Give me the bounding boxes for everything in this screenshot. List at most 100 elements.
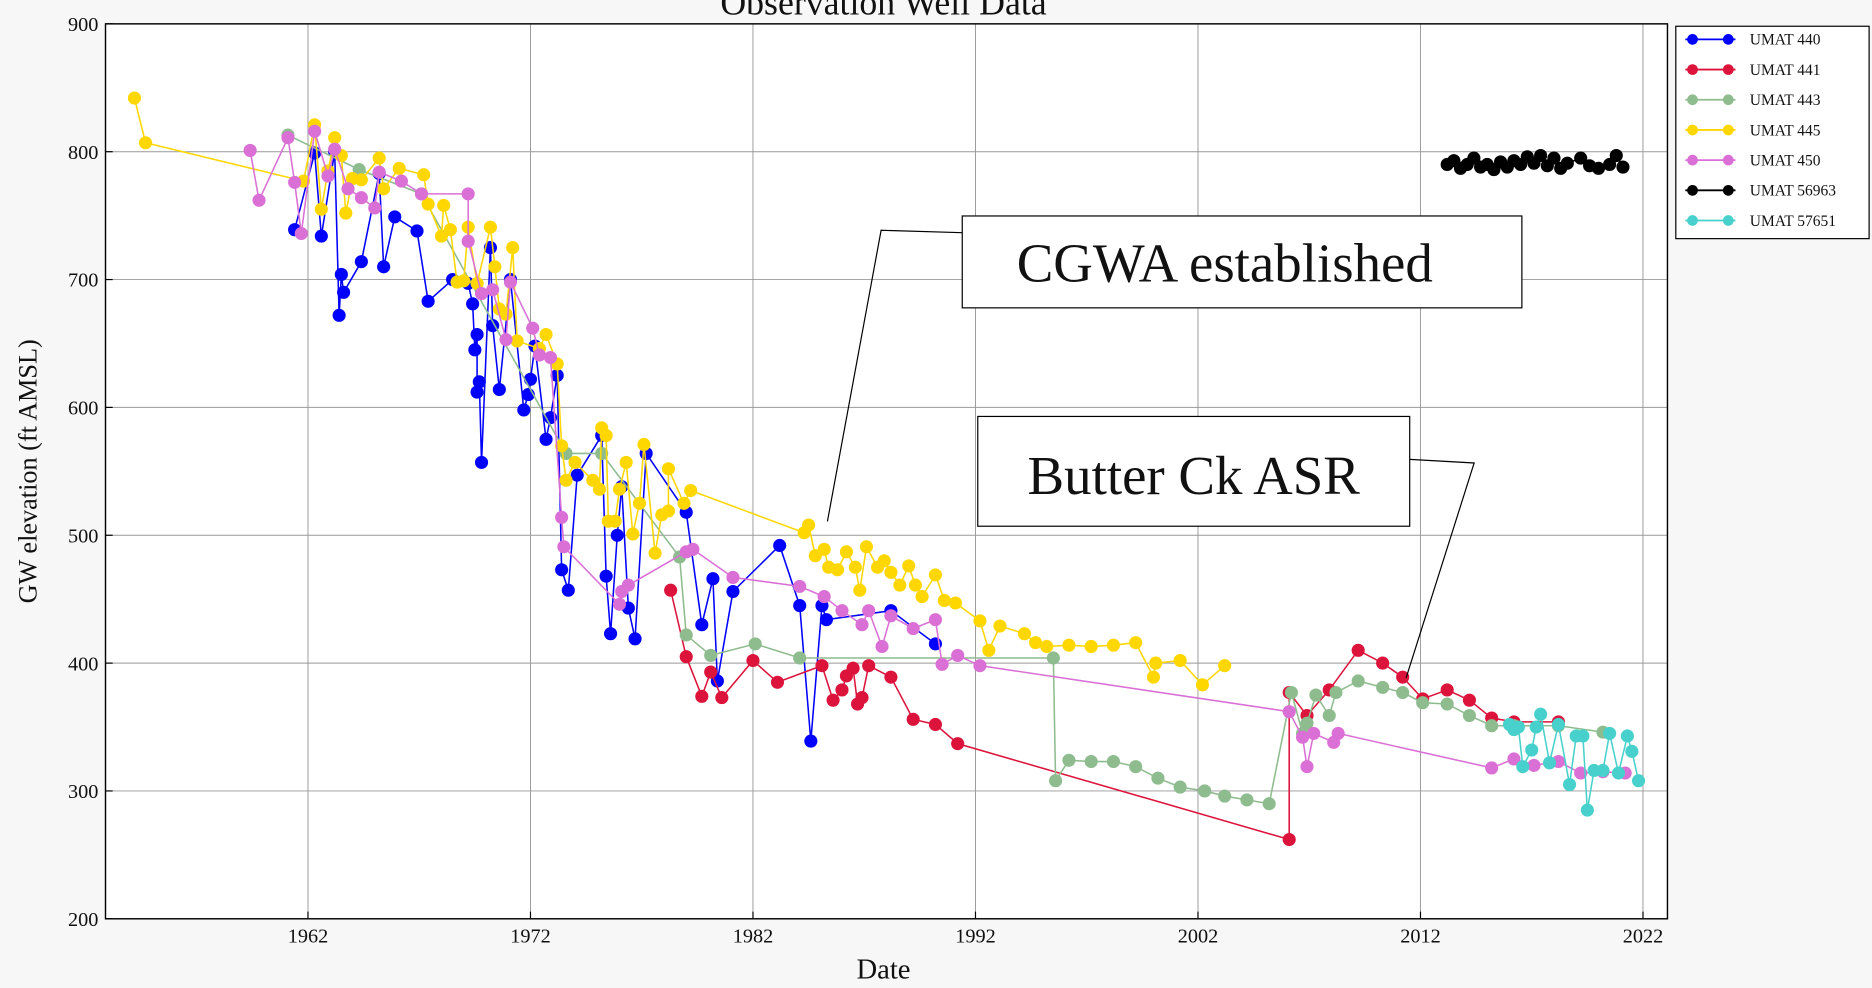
data-point bbox=[935, 657, 949, 671]
y-tick-label: 700 bbox=[68, 270, 98, 292]
legend-label: UMAT 443 bbox=[1750, 92, 1821, 109]
data-point bbox=[414, 187, 429, 201]
data-point bbox=[1062, 638, 1076, 652]
data-point bbox=[483, 220, 497, 234]
annotation-box bbox=[961, 215, 1523, 309]
legend-marker bbox=[1722, 94, 1734, 106]
data-point bbox=[1467, 151, 1481, 165]
data-point bbox=[568, 455, 582, 469]
legend-label: UMAT 440 bbox=[1750, 32, 1821, 49]
data-point bbox=[1307, 726, 1321, 740]
data-point bbox=[1282, 705, 1296, 719]
data-point bbox=[802, 518, 816, 532]
data-point bbox=[1560, 156, 1574, 170]
data-point bbox=[461, 234, 475, 248]
data-point bbox=[628, 632, 642, 646]
data-point bbox=[908, 578, 922, 592]
data-point bbox=[1625, 744, 1639, 758]
legend: UMAT 440 UMAT 441 UMAT 443 UMAT 445 UMAT 450… bbox=[1685, 32, 1836, 230]
data-point bbox=[332, 308, 346, 322]
data-point bbox=[437, 198, 451, 212]
data-point bbox=[1562, 777, 1577, 792]
legend-marker bbox=[1687, 94, 1698, 106]
data-point bbox=[1485, 719, 1499, 733]
data-point bbox=[281, 131, 295, 145]
data-point bbox=[1173, 653, 1187, 668]
y-axis-label: GW elevation (ft AMSL) bbox=[13, 339, 42, 603]
data-point bbox=[539, 327, 553, 342]
data-point bbox=[314, 229, 328, 243]
data-point bbox=[474, 455, 489, 469]
data-point bbox=[377, 182, 391, 196]
data-point bbox=[523, 372, 538, 386]
data-point bbox=[875, 639, 889, 654]
data-point bbox=[1611, 766, 1626, 780]
x-tick-label: 1972 bbox=[510, 926, 551, 948]
data-point bbox=[1574, 766, 1588, 780]
data-point bbox=[937, 593, 951, 608]
data-point bbox=[1146, 670, 1161, 684]
data-point bbox=[621, 578, 635, 592]
data-point bbox=[862, 604, 876, 618]
x-tick-label: 1962 bbox=[288, 926, 329, 948]
data-point bbox=[686, 542, 700, 556]
data-point bbox=[1462, 708, 1476, 723]
data-point bbox=[506, 241, 520, 255]
data-point bbox=[664, 583, 678, 597]
legend-label: UMAT 57651 bbox=[1750, 213, 1836, 230]
data-point bbox=[677, 496, 691, 510]
data-point bbox=[328, 142, 342, 156]
data-point bbox=[695, 618, 709, 632]
data-point bbox=[532, 348, 546, 362]
data-point bbox=[604, 627, 618, 641]
data-point bbox=[377, 260, 391, 274]
data-point bbox=[679, 628, 693, 642]
data-point bbox=[559, 473, 573, 487]
data-point bbox=[472, 375, 486, 389]
legend-marker bbox=[1687, 34, 1698, 45]
data-point bbox=[928, 568, 942, 582]
data-point bbox=[1198, 784, 1212, 798]
data-point bbox=[704, 648, 718, 662]
data-point bbox=[470, 385, 484, 399]
data-point bbox=[555, 510, 569, 524]
data-point bbox=[1542, 756, 1557, 770]
data-point bbox=[1129, 636, 1143, 650]
data-point bbox=[388, 210, 402, 224]
marks bbox=[127, 91, 1646, 847]
data-point bbox=[1329, 685, 1343, 700]
data-point bbox=[906, 622, 920, 636]
data-point bbox=[510, 334, 524, 348]
data-point bbox=[1534, 707, 1548, 721]
data-point bbox=[1282, 832, 1296, 847]
data-point bbox=[555, 563, 569, 577]
data-point bbox=[715, 691, 729, 705]
data-point bbox=[648, 546, 662, 560]
data-point bbox=[906, 712, 920, 726]
data-point bbox=[1106, 754, 1120, 769]
data-point bbox=[884, 670, 898, 684]
y-tick-label: 500 bbox=[68, 525, 98, 547]
data-point bbox=[1300, 760, 1314, 774]
legend-marker bbox=[1687, 64, 1698, 75]
data-point bbox=[1534, 148, 1548, 163]
chart-title: Observation Well Data bbox=[720, 0, 1046, 22]
data-point bbox=[684, 483, 698, 498]
x-tick-label: 1992 bbox=[955, 926, 996, 948]
data-point bbox=[138, 136, 153, 150]
data-point bbox=[352, 163, 366, 177]
data-point bbox=[368, 201, 382, 215]
data-point bbox=[1527, 758, 1541, 772]
legend-marker bbox=[1722, 34, 1734, 45]
data-point bbox=[1516, 760, 1530, 774]
legend-marker bbox=[1722, 124, 1734, 136]
y-tick-label: 400 bbox=[68, 653, 98, 675]
data-point bbox=[710, 674, 724, 688]
data-point bbox=[793, 579, 807, 593]
data-point bbox=[1609, 148, 1623, 163]
data-point bbox=[951, 648, 965, 662]
data-point bbox=[661, 504, 675, 518]
data-point bbox=[893, 578, 907, 592]
data-point bbox=[830, 563, 845, 577]
